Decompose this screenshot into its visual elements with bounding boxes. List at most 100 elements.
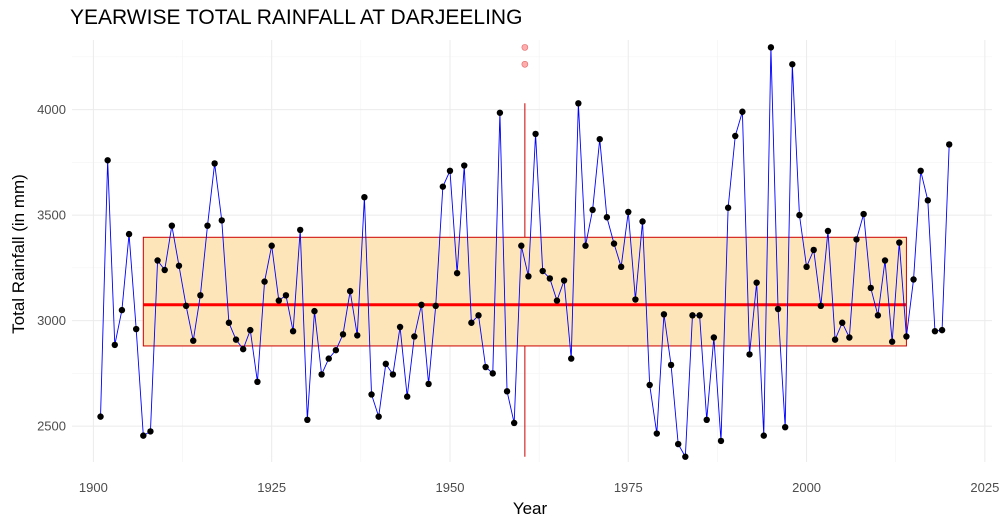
data-point [803, 263, 810, 271]
data-point [425, 380, 432, 388]
data-point [168, 222, 176, 229]
data-point [289, 327, 297, 335]
data-point [781, 423, 789, 431]
data-point [104, 157, 111, 164]
data-point [660, 311, 668, 318]
data-point [225, 319, 233, 326]
rainfall-series [97, 44, 953, 460]
data-point [375, 413, 382, 420]
data-point [354, 332, 361, 339]
data-point [232, 336, 240, 343]
data-point [632, 296, 639, 303]
data-point [831, 336, 839, 343]
data-point [888, 338, 896, 345]
data-point [432, 302, 439, 310]
data-point [510, 419, 518, 427]
data-point [839, 319, 846, 326]
boxplot [142, 44, 907, 457]
data-point [675, 440, 682, 448]
data-point [767, 44, 775, 51]
data-point [154, 257, 161, 264]
x-tick-label: 2025 [970, 480, 999, 495]
data-point [368, 391, 375, 398]
data-point [125, 230, 133, 238]
x-tick-label: 1925 [257, 480, 286, 495]
data-point [896, 239, 903, 246]
data-point [190, 337, 197, 344]
data-point [97, 413, 104, 420]
data-point [774, 305, 782, 313]
x-tick-label: 1975 [614, 480, 643, 495]
data-point [339, 331, 347, 338]
data-point [539, 267, 546, 275]
data-point [118, 306, 126, 314]
data-point [946, 141, 953, 148]
data-point [140, 432, 147, 439]
data-point [568, 355, 575, 362]
data-point [532, 130, 539, 138]
data-point [525, 273, 532, 280]
data-point [575, 100, 582, 107]
data-point [147, 428, 154, 435]
data-point [646, 381, 653, 389]
data-point [439, 183, 447, 190]
data-point [796, 211, 803, 219]
data-point [732, 132, 739, 140]
data-point [239, 345, 247, 353]
data-point [589, 206, 596, 214]
data-point [724, 204, 732, 211]
x-axis-title: Year [513, 499, 548, 518]
data-point [468, 319, 475, 326]
data-point [824, 227, 832, 235]
data-point [518, 242, 525, 249]
data-point [318, 371, 325, 378]
data-point [275, 297, 283, 304]
data-point [247, 326, 254, 334]
data-point [132, 325, 140, 333]
data-point [617, 263, 625, 271]
data-point [874, 312, 882, 319]
data-point [332, 346, 340, 354]
data-point [817, 302, 825, 310]
data-point [682, 453, 689, 460]
data-point [503, 388, 511, 395]
data-point [282, 292, 290, 299]
data-point [760, 432, 767, 439]
data-point [717, 437, 725, 445]
data-point [603, 214, 611, 221]
data-point [867, 284, 874, 292]
data-point [297, 226, 304, 234]
data-point [696, 312, 703, 319]
data-point [482, 363, 489, 371]
data-point [653, 430, 661, 437]
data-point [453, 269, 461, 277]
data-point [546, 275, 554, 282]
data-point [111, 341, 118, 349]
data-point [910, 276, 917, 283]
data-point [860, 210, 867, 218]
data-point [489, 370, 496, 377]
data-point [703, 416, 710, 423]
data-point [261, 278, 268, 285]
data-point [924, 197, 932, 204]
data-point [553, 297, 561, 304]
data-point [496, 109, 504, 116]
data-point [596, 135, 603, 143]
axis-ticks: 1900 1925 1950 1975 2000 2025 2500 3000 3500 4000 [37, 102, 999, 495]
data-point [197, 292, 204, 299]
data-point [311, 307, 318, 315]
data-point [810, 246, 817, 254]
x-tick-label: 2000 [792, 480, 821, 495]
data-point [461, 162, 468, 169]
data-point [304, 416, 311, 423]
data-point [389, 371, 397, 378]
y-tick-label: 2500 [37, 419, 66, 434]
data-point [204, 222, 211, 229]
boxplot-box [142, 236, 907, 347]
data-point [853, 236, 860, 243]
data-point [610, 240, 618, 247]
data-point [382, 360, 389, 368]
data-point [903, 333, 910, 340]
